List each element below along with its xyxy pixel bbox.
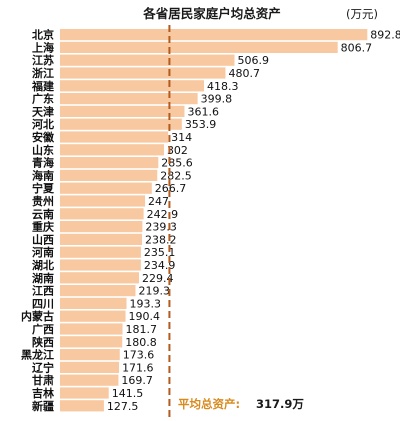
value-label: 399.8: [201, 93, 233, 106]
value-label: 193.3: [130, 297, 162, 310]
bar: [60, 182, 152, 194]
bar: [60, 259, 141, 271]
category-label: 甘肃: [32, 373, 54, 387]
value-label: 302: [167, 144, 188, 157]
category-label: 海南: [32, 168, 54, 182]
value-label: 892.8: [370, 29, 400, 42]
value-label: 234.9: [144, 259, 176, 272]
category-label: 宁夏: [32, 181, 55, 195]
value-label: 171.6: [122, 361, 154, 374]
bar: [60, 323, 123, 335]
value-label: 282.5: [160, 169, 192, 182]
category-label: 江苏: [32, 53, 54, 67]
category-label: 山西: [32, 232, 54, 246]
bar: [60, 29, 368, 41]
category-label: 浙江: [32, 66, 54, 80]
value-label: 806.7: [341, 41, 373, 54]
value-label: 238.2: [145, 233, 177, 246]
value-label: 181.7: [126, 323, 158, 336]
category-label: 上海: [32, 40, 54, 54]
value-label: 190.4: [129, 310, 161, 323]
value-label: 266.7: [155, 182, 187, 195]
category-label: 河南: [32, 245, 54, 259]
bar: [60, 54, 235, 66]
category-label: 江西: [32, 284, 54, 298]
value-label: 141.5: [112, 387, 143, 400]
bar: [60, 246, 141, 258]
bar: [60, 400, 104, 412]
bar: [60, 93, 198, 105]
value-label: 229.4: [142, 272, 174, 285]
bar: [60, 144, 164, 156]
category-label: 安徽: [32, 130, 55, 144]
category-label: 四川: [32, 297, 54, 310]
category-label: 黑龙江: [21, 348, 54, 362]
value-label: 235.1: [144, 246, 176, 259]
bar: [60, 285, 136, 297]
category-label: 陕西: [32, 335, 54, 349]
value-label: 242.9: [147, 208, 179, 221]
value-label: 314: [171, 131, 192, 144]
bar: [60, 80, 204, 92]
bar: [60, 105, 185, 117]
chart-unit: (万元): [346, 7, 378, 21]
value-label: 285.6: [161, 157, 193, 170]
category-label: 云南: [32, 207, 54, 221]
bars-layer: [60, 29, 368, 412]
average-value: 317.9万: [256, 397, 304, 411]
value-label: 219.3: [138, 285, 170, 298]
bar: [60, 233, 142, 245]
bar: [60, 169, 158, 181]
category-label: 新疆: [32, 399, 54, 413]
value-label: 480.7: [228, 67, 260, 80]
watermark: 搜狐号@五七娱乐: [307, 403, 391, 416]
value-label: 506.9: [237, 54, 269, 67]
bar: [60, 208, 144, 220]
category-label: 广西: [32, 322, 54, 336]
category-label: 贵州: [32, 194, 54, 208]
category-label: 内蒙古: [21, 309, 54, 323]
bar: [60, 221, 143, 233]
category-label: 重庆: [32, 220, 54, 234]
bar: [60, 349, 120, 361]
bar: [60, 131, 169, 143]
category-label: 福建: [31, 79, 55, 93]
value-label: 180.8: [125, 336, 157, 349]
value-label: 173.6: [123, 349, 155, 362]
value-label: 418.3: [207, 80, 239, 93]
value-label: 127.5: [107, 400, 139, 413]
bar: [60, 374, 119, 386]
value-label: 361.6: [187, 105, 219, 118]
category-label: 湖北: [32, 258, 54, 272]
value-label: 247: [148, 195, 169, 208]
bar: [60, 118, 182, 130]
chart-title: 各省居民家庭户均总资产: [142, 6, 281, 21]
bar: [60, 387, 109, 399]
category-label: 辽宁: [32, 360, 54, 374]
category-label: 吉林: [32, 386, 54, 400]
category-label: 山东: [32, 143, 54, 157]
bar: [60, 310, 126, 322]
category-label: 北京: [32, 28, 54, 42]
bar: [60, 297, 127, 309]
bar: [60, 67, 226, 79]
bar: [60, 195, 146, 207]
bar: [60, 272, 139, 284]
category-label: 天津: [32, 104, 54, 118]
average-label: 平均总资产:: [178, 397, 240, 411]
category-labels: 北京上海江苏浙江福建广东天津河北安徽山东青海海南宁夏贵州云南重庆山西河南湖北湖南…: [21, 28, 55, 413]
bar: [60, 336, 123, 348]
category-label: 青海: [32, 156, 54, 170]
bar: [60, 157, 159, 169]
bar: [60, 361, 120, 373]
category-label: 河北: [32, 117, 54, 131]
category-label: 湖南: [32, 271, 54, 285]
value-label: 353.9: [185, 118, 217, 131]
bar: [60, 41, 338, 53]
category-label: 广东: [32, 92, 54, 106]
value-label: 239.3: [145, 221, 177, 234]
value-label: 169.7: [121, 374, 153, 387]
